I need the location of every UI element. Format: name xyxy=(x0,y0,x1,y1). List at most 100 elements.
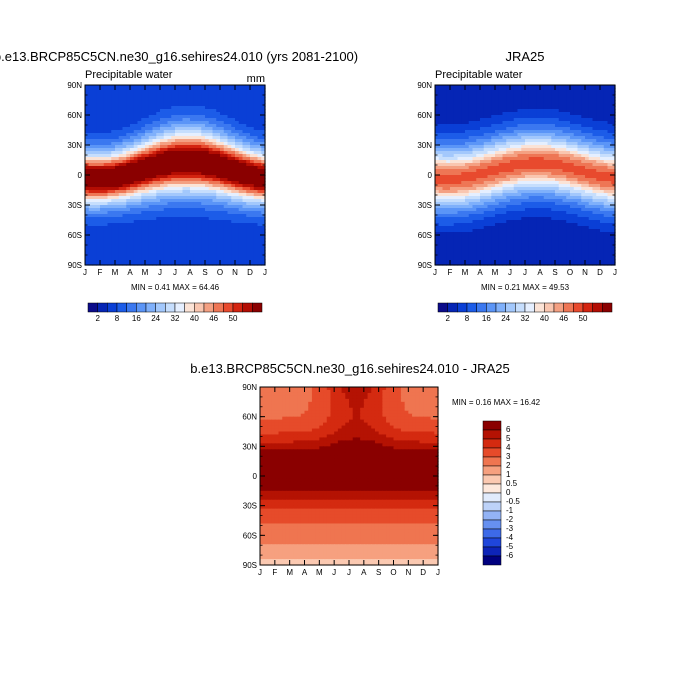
x-tick-label: A xyxy=(187,268,193,277)
heatmap-cell xyxy=(220,205,225,209)
heatmap-cell xyxy=(483,160,489,164)
heatmap-cell xyxy=(88,100,94,104)
heatmap-cell xyxy=(175,202,180,206)
heatmap-cell xyxy=(85,250,90,254)
heatmap-cell xyxy=(186,256,191,260)
heatmap-cell xyxy=(607,193,612,197)
heatmap-cell xyxy=(581,154,586,158)
heatmap-cell xyxy=(212,262,217,266)
heatmap-cell xyxy=(190,133,195,137)
heatmap-cell xyxy=(536,193,541,197)
heatmap-cell xyxy=(96,124,101,128)
heatmap-cell xyxy=(242,217,247,221)
heatmap-cell xyxy=(521,160,526,164)
heatmap-cell xyxy=(242,142,247,146)
heatmap-cell xyxy=(137,142,142,146)
heatmap-cell xyxy=(592,109,597,113)
heatmap-cell xyxy=(186,187,191,191)
heatmap-cell xyxy=(186,154,191,158)
heatmap-cell xyxy=(160,91,165,95)
heatmap-cell xyxy=(201,100,206,104)
heatmap-cell xyxy=(611,190,616,194)
heatmap-cell xyxy=(435,169,440,173)
heatmap-cell xyxy=(555,154,560,158)
heatmap-cell xyxy=(562,199,567,203)
heatmap-cell xyxy=(476,94,481,98)
heatmap-cell xyxy=(480,112,485,116)
heatmap-cell xyxy=(205,217,210,221)
heatmap-cell xyxy=(498,133,504,137)
heatmap-cell xyxy=(182,106,187,110)
heatmap-cell xyxy=(517,106,522,110)
heatmap-cell xyxy=(231,136,236,140)
heatmap-cell xyxy=(453,139,459,143)
heatmap-cell xyxy=(85,139,90,143)
heatmap-cell xyxy=(250,226,255,230)
heatmap-cell xyxy=(513,136,519,140)
heatmap-cell xyxy=(152,97,157,101)
heatmap-cell xyxy=(122,178,127,182)
heatmap-cell xyxy=(536,169,541,173)
heatmap-cell xyxy=(107,106,112,110)
heatmap-cell xyxy=(100,235,105,239)
heatmap-cell xyxy=(141,250,146,254)
heatmap-cell xyxy=(510,103,515,107)
heatmap-cell xyxy=(145,202,150,206)
heatmap-cell xyxy=(111,106,116,110)
heatmap-cell xyxy=(558,94,564,98)
heatmap-cell xyxy=(201,154,206,158)
heatmap-cell xyxy=(476,196,481,200)
heatmap-cell xyxy=(246,91,251,95)
heatmap-cell xyxy=(190,196,195,200)
heatmap-cell xyxy=(581,175,586,179)
heatmap-cell xyxy=(498,124,504,128)
heatmap-cell xyxy=(148,148,154,152)
heatmap-cell xyxy=(596,130,601,134)
heatmap-cell xyxy=(133,151,139,155)
heatmap-cell xyxy=(453,163,459,167)
heatmap-cell xyxy=(178,184,184,188)
heatmap-cell xyxy=(212,121,217,125)
heatmap-cell xyxy=(167,241,172,245)
heatmap-cell xyxy=(88,85,94,89)
heatmap-cell xyxy=(250,244,255,248)
heatmap-cell xyxy=(231,220,236,224)
heatmap-cell xyxy=(141,238,146,242)
heatmap-cell xyxy=(223,238,229,242)
heatmap-cell xyxy=(250,133,255,137)
heatmap-cell xyxy=(122,100,127,104)
heatmap-cell xyxy=(130,190,135,194)
heatmap-cell xyxy=(543,154,549,158)
heatmap-cell xyxy=(118,226,124,230)
heatmap-cell xyxy=(163,163,169,167)
heatmap-cell xyxy=(543,121,549,125)
heatmap-cell xyxy=(178,169,184,173)
heatmap-cell xyxy=(566,85,571,89)
heatmap-cell xyxy=(498,112,504,116)
heatmap-cell xyxy=(205,253,210,257)
heatmap-cell xyxy=(498,100,504,104)
heatmap-cell xyxy=(253,145,259,149)
heatmap-cell xyxy=(581,205,586,209)
heatmap-cell xyxy=(558,85,564,89)
heatmap-cell xyxy=(190,247,195,251)
heatmap-cell xyxy=(246,139,251,143)
heatmap-cell xyxy=(152,91,157,95)
heatmap-cell xyxy=(472,115,477,119)
heatmap-cell xyxy=(133,205,139,209)
heatmap-cell xyxy=(573,103,579,107)
heatmap-cell xyxy=(126,103,131,107)
heatmap-cell xyxy=(566,187,571,191)
heatmap-cell xyxy=(148,178,154,182)
heatmap-cell xyxy=(491,85,496,89)
heatmap-cell xyxy=(442,172,447,176)
heatmap-cell xyxy=(566,166,571,170)
heatmap-cell xyxy=(453,196,459,200)
heatmap-cell xyxy=(562,181,567,185)
heatmap-cell xyxy=(235,169,240,173)
heatmap-cell xyxy=(137,172,142,176)
heatmap-cell xyxy=(148,121,154,125)
heatmap-cell xyxy=(186,220,191,224)
heatmap-cell xyxy=(562,112,567,116)
heatmap-cell xyxy=(235,172,240,176)
